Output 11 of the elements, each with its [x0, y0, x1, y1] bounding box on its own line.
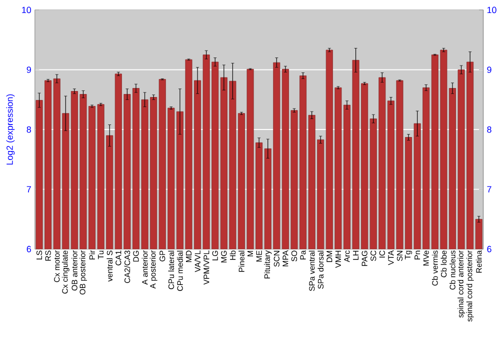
y2-tick-label: 7: [487, 186, 492, 193]
y2-tick-label: 9: [487, 66, 492, 74]
y2-tick-label: 8: [487, 126, 492, 133]
y-axis-title: Log2 (expression): [6, 94, 15, 165]
y-tick-label: 7: [26, 186, 31, 193]
y-tick-label: 9: [26, 66, 31, 74]
y-tick-label: 10: [22, 6, 32, 14]
y-tick-label: 8: [26, 126, 31, 133]
y2-tick-label: 6: [487, 246, 492, 252]
y2-tick-label: 10: [487, 6, 496, 14]
y-tick-label: 6: [26, 246, 31, 252]
